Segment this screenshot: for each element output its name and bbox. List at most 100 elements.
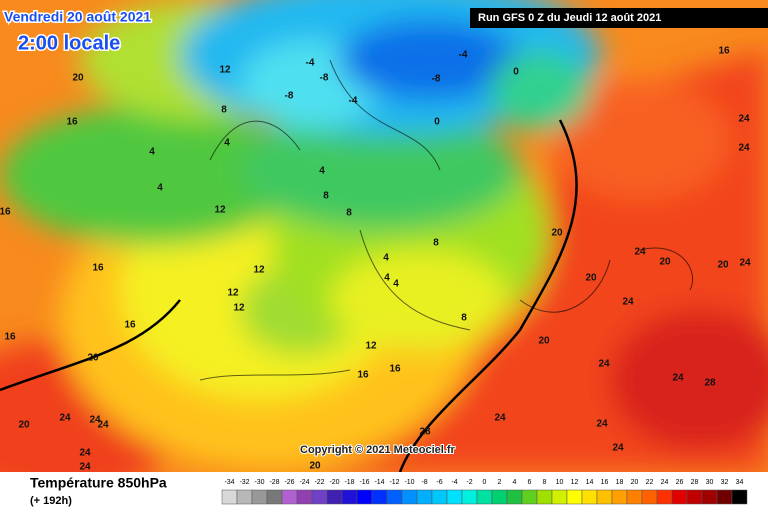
contour-label: 4 [393,279,399,290]
scale-cell [701,489,718,505]
scale-tick-label: 24 [661,479,669,486]
contour-label: 0 [434,117,440,128]
scale-cell [536,489,553,505]
scale-cell [716,489,733,505]
scale-cell [611,489,628,505]
scale-tick-label: 10 [556,479,564,486]
scale-cell [311,489,328,505]
contour-label: 4 [157,183,163,194]
contour-label: 20 [87,353,99,364]
contour-label: 24 [622,297,634,308]
scale-tick-label: -4 [451,479,457,486]
run-box [470,8,768,28]
scale-cell [671,489,688,505]
scale-tick-label: 6 [528,479,532,486]
legend-lead: (+ 192h) [30,495,72,507]
contour-label: 20 [659,257,671,268]
contour-label: 24 [596,419,608,430]
contour-label: 20 [538,336,550,347]
contour-label: 8 [221,105,227,116]
contour-label: 16 [718,46,730,57]
scale-cell [506,489,523,505]
scale-tick-label: 20 [631,479,639,486]
contour-label: 12 [219,65,231,76]
scale-tick-label: -12 [389,479,399,486]
scale-cell [446,489,463,505]
scale-cell [221,489,238,505]
contour-label: 12 [214,205,226,216]
contour-label: 28 [419,427,431,438]
scale-cell [266,489,283,505]
scale-cell [341,489,358,505]
contour-label: 20 [72,73,84,84]
scale-tick-label: -2 [466,479,472,486]
scale-tick-label: -10 [404,479,414,486]
scale-tick-label: 8 [543,479,547,486]
scale-tick-label: -14 [374,479,384,486]
contour-label: 16 [357,370,369,381]
contour-label: 0 [513,67,519,78]
scale-cell [461,489,478,505]
contour-label: 20 [18,420,30,431]
scale-cell [236,489,253,505]
scale-cell [476,489,493,505]
contour-label: 24 [79,462,91,473]
scale-cell [356,489,373,505]
contour-label: 4 [383,253,389,264]
copyright: Copyright © 2021 Meteociel.fr [300,444,456,456]
scale-tick-label: 16 [601,479,609,486]
scale-cell [641,489,658,505]
scale-tick-label: -32 [239,479,249,486]
contour-label: 16 [66,117,78,128]
scale-tick-label: 4 [513,479,517,486]
contour-label: 4 [224,138,230,149]
scale-cell [521,489,538,505]
contour-label: 24 [494,413,506,424]
contour-label: 12 [365,341,377,352]
contour-label: 4 [319,166,325,177]
scale-cell [491,489,508,505]
scale-cell [281,489,298,505]
scale-cell [686,489,703,505]
scale-tick-label: 32 [721,479,729,486]
contour-label: 20 [309,461,321,472]
scale-cell [566,489,583,505]
scale-cell [551,489,568,505]
contour-label: 24 [738,114,750,125]
contour-label: 24 [59,413,71,424]
contour-label: 20 [585,273,597,284]
contour-label: 24 [634,247,646,258]
contour-label: 12 [233,303,245,314]
contour-label: 20 [551,228,563,239]
contour-label: 12 [227,288,239,299]
scale-tick-label: 22 [646,479,654,486]
scale-tick-label: -22 [314,479,324,486]
scale-tick-label: 14 [586,479,594,486]
contour-label: -4 [349,96,358,107]
scale-cell [581,489,598,505]
scale-cell [431,489,448,505]
contour-label: 28 [704,378,716,389]
scale-cell [401,489,418,505]
scale-tick-label: -6 [436,479,442,486]
contour-label: -4 [459,50,468,61]
contour-label: -8 [320,73,329,84]
contour-label: 16 [92,263,104,274]
contour-label: -8 [432,74,441,85]
scale-cell [656,489,673,505]
temperature-field [0,0,768,500]
contour-label: 24 [89,415,101,426]
scale-cell [296,489,313,505]
scale-tick-label: -20 [329,479,339,486]
contour-label: 24 [79,448,91,459]
scale-tick-label: -26 [284,479,294,486]
contour-label: 8 [346,208,352,219]
contour-label: -4 [306,58,315,69]
scale-tick-label: 0 [483,479,487,486]
legend-title: Température 850hPa [30,475,167,491]
scale-cell [626,489,643,505]
scale-tick-label: 30 [706,479,714,486]
contour-label: 4 [149,147,155,158]
valid-date: Vendredi 20 août 2021 [4,9,151,25]
